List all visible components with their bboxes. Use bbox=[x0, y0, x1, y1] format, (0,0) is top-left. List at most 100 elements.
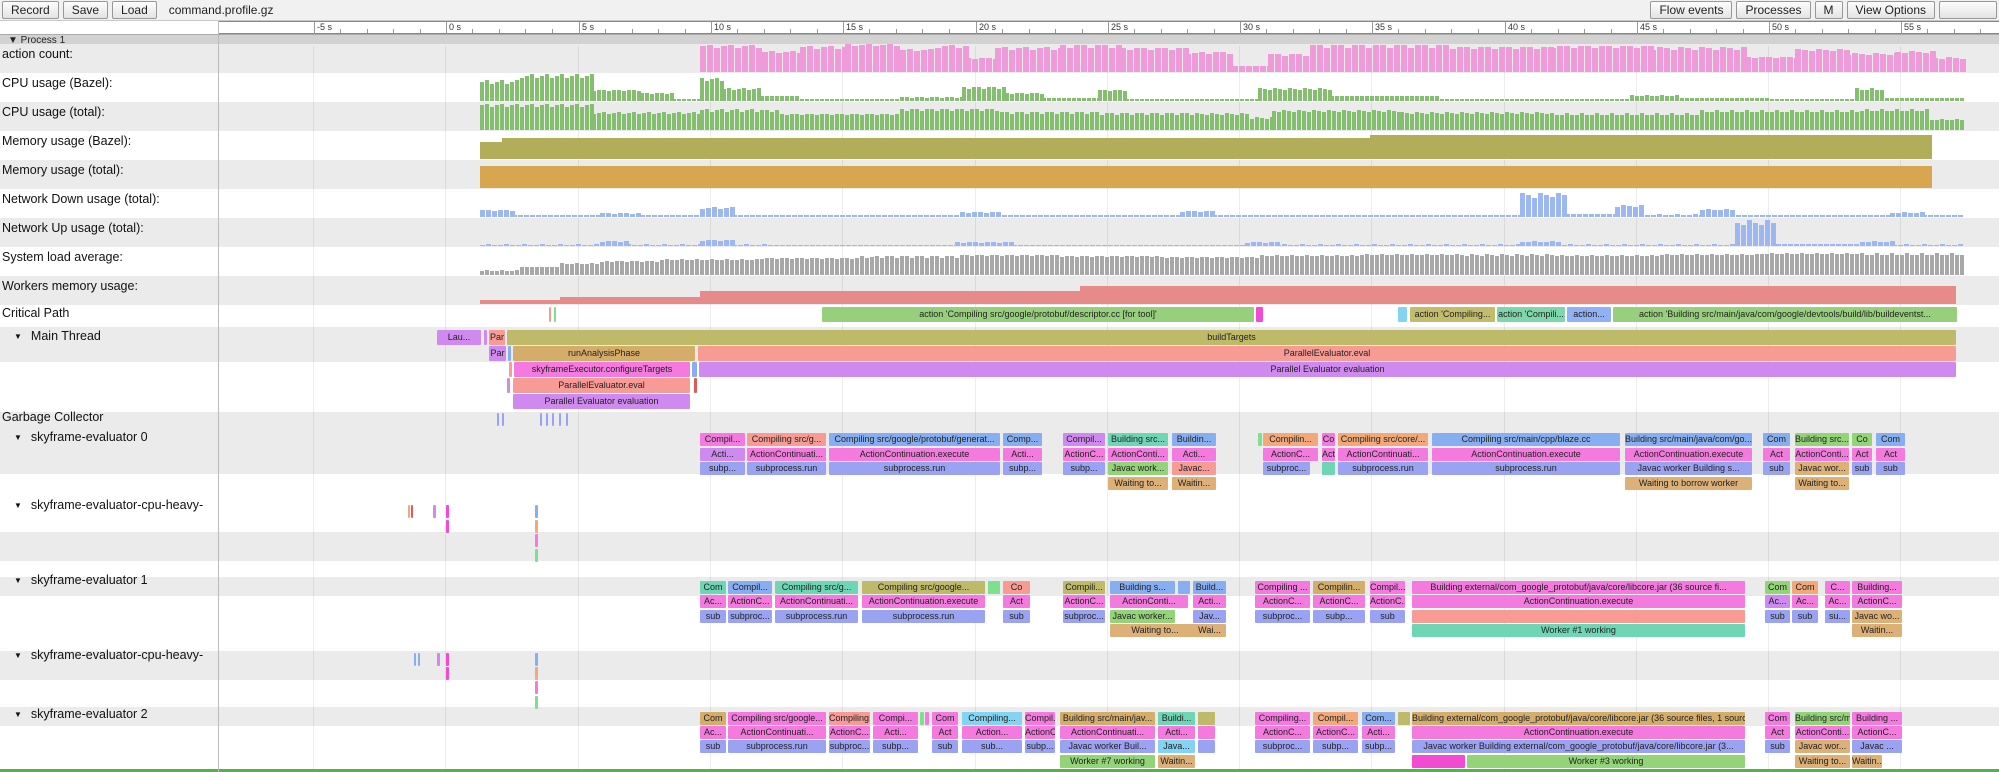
trace-event[interactable]: Waitin... bbox=[1852, 623, 1902, 637]
trace-event-sliver[interactable] bbox=[535, 681, 538, 695]
trace-event-sliver[interactable] bbox=[446, 505, 449, 518]
trace-event[interactable]: C... bbox=[1825, 581, 1850, 594]
trace-event[interactable]: Compilin... bbox=[1313, 581, 1365, 594]
trace-event-sliver[interactable] bbox=[437, 653, 440, 666]
trace-event[interactable]: Compil... bbox=[1025, 712, 1055, 725]
trace-event-sliver[interactable] bbox=[988, 581, 1000, 594]
trace-event-sliver[interactable] bbox=[1412, 754, 1465, 768]
processes-button[interactable]: Processes bbox=[1736, 1, 1811, 19]
trace-event[interactable]: Waitin... bbox=[1172, 477, 1216, 491]
trace-event[interactable]: subproc... bbox=[1255, 609, 1310, 623]
trace-event[interactable]: Building external/com_google_protobuf/ja… bbox=[1412, 581, 1745, 594]
collapse-arrow-icon[interactable]: ▼ bbox=[14, 710, 22, 719]
trace-event[interactable]: ActionContinuation.execute bbox=[1432, 447, 1620, 461]
trace-event[interactable]: Compilin... bbox=[1263, 433, 1318, 446]
metrics-button[interactable]: M bbox=[1814, 1, 1843, 19]
trace-event[interactable]: ActionConti... bbox=[1795, 447, 1849, 461]
trace-event[interactable]: action 'Compili... bbox=[1497, 307, 1565, 322]
trace-event[interactable]: action 'Building src/main/java/com/googl… bbox=[1613, 307, 1957, 322]
trace-event[interactable]: Act bbox=[932, 726, 958, 740]
trace-event[interactable]: Act bbox=[1876, 447, 1905, 461]
trace-event[interactable]: subproc... bbox=[1263, 462, 1310, 476]
trace-event[interactable]: Building src/main/java/com/go... bbox=[1625, 433, 1752, 446]
trace-event-sliver[interactable] bbox=[484, 330, 487, 345]
trace-event[interactable]: Compiling src/google... bbox=[728, 712, 826, 725]
sidebar-item-skyframe-evaluator-0[interactable]: ▼ skyframe-evaluator 0 bbox=[14, 430, 148, 444]
trace-event-sliver[interactable] bbox=[1178, 581, 1190, 594]
trace-event[interactable]: Compiling... bbox=[829, 712, 870, 725]
trace-event[interactable]: subprocess.run bbox=[862, 609, 985, 623]
trace-event[interactable]: Javac wor... bbox=[1795, 740, 1850, 754]
trace-event-sliver[interactable] bbox=[559, 413, 561, 426]
trace-event[interactable]: Waiting to... bbox=[1108, 477, 1168, 491]
trace-event[interactable]: subprocess.run bbox=[1338, 462, 1428, 476]
trace-event[interactable]: Worker #7 working bbox=[1060, 754, 1155, 768]
trace-event[interactable]: Compili... bbox=[1063, 581, 1105, 594]
trace-event[interactable]: Compil... bbox=[1063, 433, 1105, 446]
trace-event[interactable]: sub bbox=[1765, 609, 1790, 623]
trace-event[interactable]: Ac... bbox=[700, 726, 726, 740]
save-button[interactable]: Save bbox=[62, 1, 109, 19]
trace-event[interactable]: Com bbox=[700, 581, 726, 594]
trace-event-sliver[interactable] bbox=[408, 505, 410, 518]
trace-event[interactable]: sub bbox=[1003, 609, 1030, 623]
trace-event-sliver[interactable] bbox=[1412, 609, 1745, 623]
collapse-arrow-icon[interactable]: ▼ bbox=[14, 332, 22, 341]
trace-event[interactable]: Com bbox=[1876, 433, 1905, 446]
trace-event[interactable]: Act bbox=[1765, 726, 1790, 740]
trace-event[interactable]: Lau... bbox=[437, 330, 481, 345]
trace-event-sliver[interactable] bbox=[1258, 433, 1262, 446]
trace-event-sliver[interactable] bbox=[535, 695, 538, 709]
trace-event[interactable]: ActionC... bbox=[728, 595, 772, 609]
trace-event[interactable]: Act bbox=[1852, 447, 1872, 461]
trace-event[interactable]: Worker #3 working bbox=[1467, 754, 1745, 768]
trace-event[interactable]: subprocess.run bbox=[747, 462, 826, 476]
trace-event[interactable]: ActionC... bbox=[1852, 595, 1902, 609]
sidebar-item-skyframe-evaluator-2[interactable]: ▼ skyframe-evaluator 2 bbox=[14, 707, 148, 721]
trace-event-sliver[interactable] bbox=[502, 413, 504, 426]
trace-event[interactable]: subproc... bbox=[1255, 740, 1310, 754]
trace-event-sliver[interactable] bbox=[1398, 712, 1410, 725]
trace-event[interactable]: Acti... bbox=[700, 447, 745, 461]
trace-event[interactable]: sub bbox=[1765, 740, 1790, 754]
trace-event[interactable]: sub... bbox=[962, 740, 1022, 754]
trace-event[interactable]: Act bbox=[1763, 447, 1790, 461]
trace-event-sliver[interactable] bbox=[535, 519, 538, 533]
trace-event[interactable]: Javac wo... bbox=[1852, 609, 1902, 623]
trace-event[interactable]: sub bbox=[700, 609, 726, 623]
trace-event[interactable]: sub bbox=[1876, 462, 1905, 476]
trace-event[interactable]: Acti... bbox=[1158, 726, 1195, 740]
trace-event[interactable]: ActionC... bbox=[1313, 726, 1358, 740]
trace-event[interactable]: Jav... bbox=[1193, 609, 1226, 623]
trace-event[interactable]: Action... bbox=[962, 726, 1022, 740]
trace-event[interactable]: action 'Compiling src/google/protobuf/de… bbox=[822, 307, 1254, 322]
trace-event[interactable]: Build... bbox=[1193, 581, 1226, 594]
trace-event[interactable]: ActionContinuati... bbox=[1338, 447, 1428, 461]
trace-event-sliver[interactable] bbox=[535, 549, 538, 563]
trace-event[interactable]: sub bbox=[1370, 609, 1405, 623]
trace-event[interactable]: ActionConti... bbox=[1110, 595, 1188, 609]
sidebar-item-skyframe-evaluator-1[interactable]: ▼ skyframe-evaluator 1 bbox=[14, 573, 148, 587]
trace-event[interactable]: ActionC... bbox=[1313, 595, 1365, 609]
trace-event-sliver[interactable] bbox=[554, 307, 556, 322]
trace-event[interactable]: Com bbox=[1763, 433, 1790, 446]
trace-event-sliver[interactable] bbox=[1256, 307, 1263, 322]
sidebar-item-skyframe-evaluator-cpu-heavy[interactable]: ▼ skyframe-evaluator-cpu-heavy- bbox=[14, 648, 203, 662]
trace-event[interactable]: Par bbox=[489, 330, 505, 345]
trace-event[interactable]: Waiting to... bbox=[1110, 623, 1200, 637]
trace-event[interactable]: ActionContinuation.execute bbox=[829, 447, 1000, 461]
trace-event[interactable]: subprocess.run bbox=[775, 609, 858, 623]
trace-event[interactable]: ActionC... bbox=[1255, 726, 1310, 740]
trace-event[interactable]: Com... bbox=[1362, 712, 1395, 725]
trace-event[interactable]: Com bbox=[1765, 712, 1790, 725]
trace-event[interactable]: Acti... bbox=[1172, 447, 1216, 461]
trace-event-sliver[interactable] bbox=[414, 653, 416, 666]
trace-event[interactable]: subp... bbox=[1025, 740, 1055, 754]
sidebar-item-skyframe-evaluator-cpu-heavy[interactable]: ▼ skyframe-evaluator-cpu-heavy- bbox=[14, 498, 203, 512]
trace-event[interactable]: sub bbox=[1763, 462, 1790, 476]
trace-event[interactable]: Par bbox=[489, 346, 506, 361]
trace-event[interactable]: ActionConti... bbox=[1108, 447, 1168, 461]
trace-event[interactable]: ActionContinuati... bbox=[1060, 726, 1155, 740]
trace-event[interactable]: Compil... bbox=[1370, 581, 1405, 594]
trace-event[interactable]: Buildin... bbox=[1172, 433, 1216, 446]
